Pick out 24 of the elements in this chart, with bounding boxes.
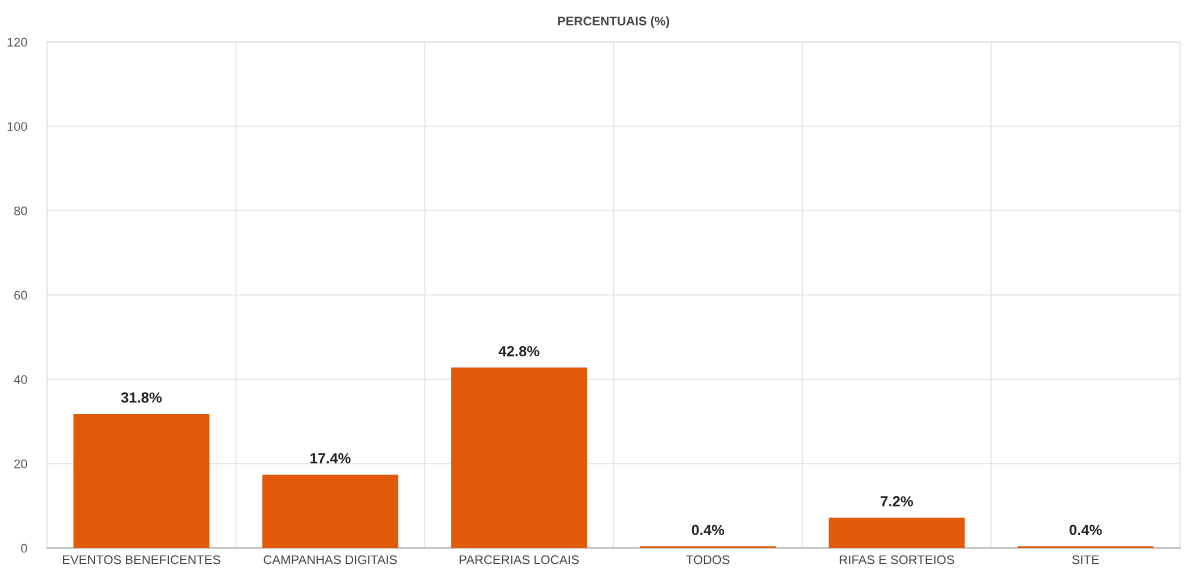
x-tick-label: PARCERIAS LOCAIS	[459, 555, 579, 565]
y-tick-label: 120	[7, 37, 28, 47]
data-label: 0.4%	[691, 524, 725, 536]
y-tick-label: 40	[13, 375, 28, 384]
data-label: 7.2%	[880, 496, 913, 507]
data-label: 31.8%	[121, 392, 162, 403]
y-tick-label: 0	[21, 543, 28, 553]
data-label: 0.4%	[1069, 524, 1102, 536]
y-tick-label: 20	[14, 459, 28, 469]
bar	[262, 474, 399, 548]
y-tick-label: 100	[7, 122, 28, 131]
x-tick-label: RIFAS E SORTEIOS	[839, 555, 955, 565]
y-tick-label: 80	[14, 206, 28, 216]
data-label: 42.8%	[498, 345, 540, 357]
x-tick-label: EVENTOS BENEFICENTES	[63, 555, 221, 565]
x-tick-label: CAMPANHAS DIGITAIS	[263, 555, 397, 565]
chart-title: PERCENTUAIS (%)	[558, 16, 670, 28]
data-label: 17.4%	[310, 453, 351, 464]
x-tick-label: SITE	[1072, 555, 1099, 565]
x-tick-label: TODOS	[686, 555, 730, 565]
bar	[73, 413, 210, 548]
bar	[828, 517, 965, 548]
bar	[451, 367, 588, 548]
y-tick-label: 60	[14, 290, 28, 300]
